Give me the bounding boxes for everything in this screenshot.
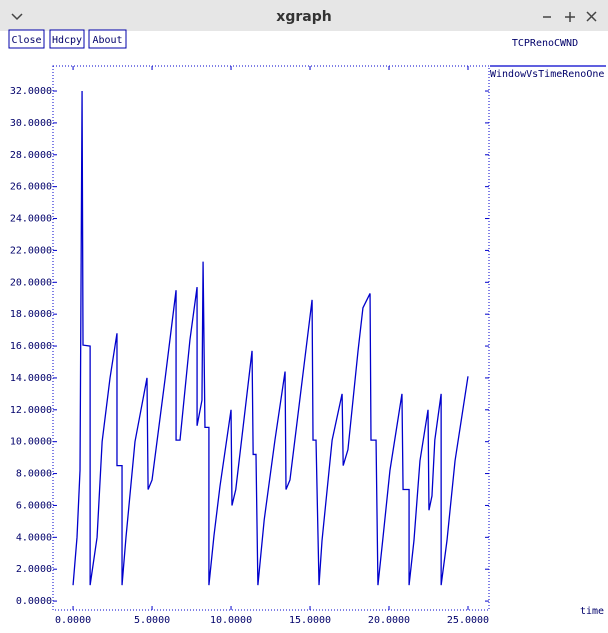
legend-label: WindowVsTimeRenoOne xyxy=(490,69,604,80)
plot-frame xyxy=(52,65,490,611)
y-tick-label: 12.0000 xyxy=(10,405,52,416)
button-label[interactable]: Close xyxy=(11,35,41,46)
button[interactable] xyxy=(8,29,45,49)
button[interactable] xyxy=(49,29,85,49)
y-tick-label: 28.0000 xyxy=(10,150,52,161)
maximize[interactable] xyxy=(565,12,575,22)
data-line xyxy=(72,91,469,586)
chart-title: TCPRenoCWND xyxy=(512,38,578,49)
y-tick-label: 4.0000 xyxy=(16,532,52,543)
window-title: xgraph xyxy=(276,9,331,25)
y-tick-label: 30.0000 xyxy=(10,118,52,129)
y-tick-label: 0.0000 xyxy=(16,596,52,607)
title-bar-bg xyxy=(0,0,608,31)
x-tick-label: 10.0000 xyxy=(210,615,252,626)
button[interactable] xyxy=(88,29,127,49)
x-tick-label: 15.0000 xyxy=(289,615,331,626)
y-tick-label: 18.0000 xyxy=(10,309,52,320)
x-tick-label: 20.0000 xyxy=(368,615,410,626)
y-tick-label: 8.0000 xyxy=(16,469,52,480)
y-tick-label: 20.0000 xyxy=(10,277,52,288)
y-tick-label: 2.0000 xyxy=(16,564,52,575)
y-tick-label: 14.0000 xyxy=(10,373,52,384)
button-bar: Close Hdcpy About xyxy=(8,29,127,49)
y-tick-label: 6.0000 xyxy=(16,500,52,511)
x-axis-label: time xyxy=(580,606,604,617)
x-tick-label: 25.0000 xyxy=(447,615,489,626)
x-tick-label: 0.0000 xyxy=(55,615,91,626)
y-tick-label: 22.0000 xyxy=(10,245,52,256)
y-tick-label: 10.0000 xyxy=(10,437,52,448)
button-label[interactable]: Hdcpy xyxy=(52,35,82,46)
title-bar: xgraph xyxy=(0,0,608,31)
y-tick-label: 32.0000 xyxy=(10,86,52,97)
x-tick-label: 5.0000 xyxy=(134,615,170,626)
y-tick-label: 16.0000 xyxy=(10,341,52,352)
y-tick-label: 24.0000 xyxy=(10,214,52,225)
button-label[interactable]: About xyxy=(92,35,122,46)
menu-icon[interactable] xyxy=(11,13,23,21)
y-tick-label: 26.0000 xyxy=(10,182,52,193)
close-icon[interactable] xyxy=(586,11,597,22)
